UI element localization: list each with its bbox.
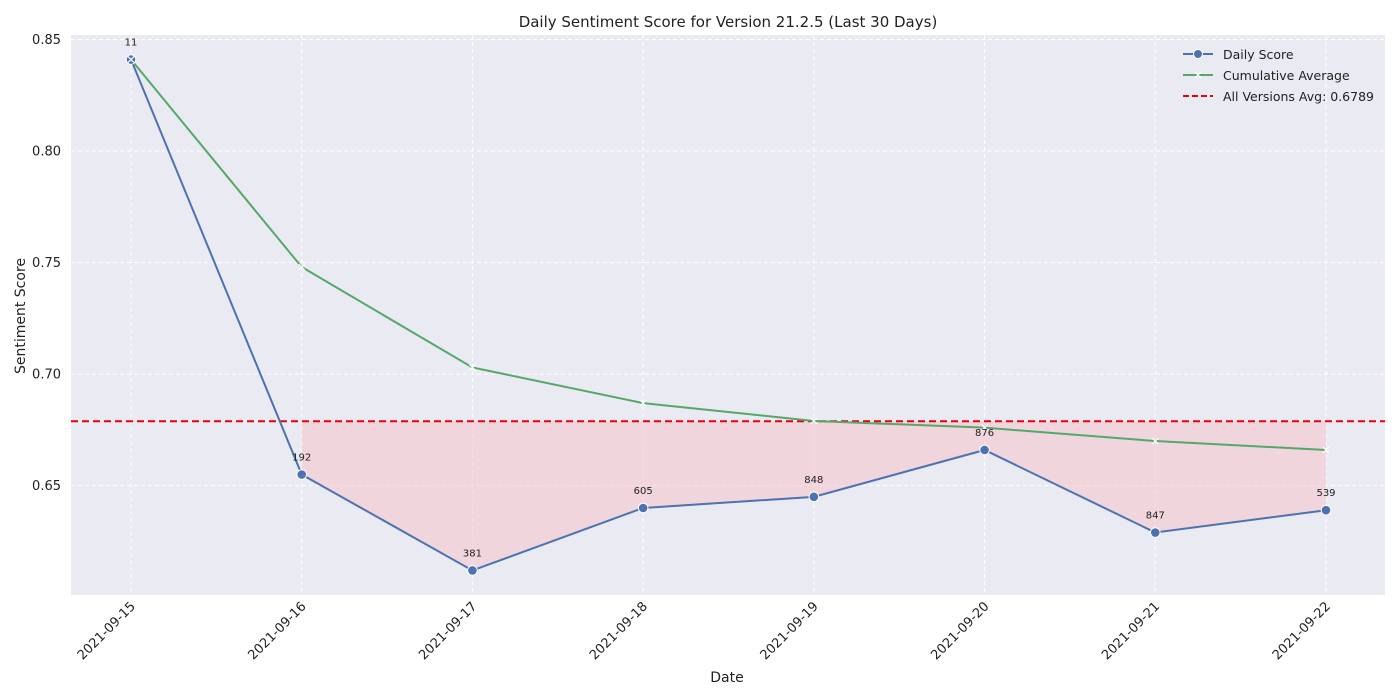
x-tick-label: 2021-09-22 bbox=[1270, 599, 1334, 663]
y-tick-label: 0.80 bbox=[32, 145, 61, 160]
cumulative-average-point bbox=[469, 364, 476, 371]
cumulative-average-point bbox=[981, 424, 988, 432]
legend-item-daily-score: Daily Score bbox=[1183, 47, 1294, 62]
y-tick-label: 0.75 bbox=[32, 256, 61, 271]
daily-score-line bbox=[130, 59, 1327, 572]
y-tick-label: 0.85 bbox=[32, 33, 61, 48]
y-tick-label: 0.65 bbox=[32, 479, 61, 494]
daily-score-point bbox=[1149, 527, 1161, 538]
cumulative-average-point bbox=[127, 56, 135, 63]
x-tick-label: 2021-09-19 bbox=[758, 599, 822, 663]
x-tick-label: 2021-09-21 bbox=[1099, 599, 1163, 663]
daily-score-data-label: 848 bbox=[804, 475, 823, 486]
daily-score-point bbox=[296, 469, 308, 480]
daily-score-markers bbox=[125, 54, 1332, 576]
cumulative-average-point bbox=[1322, 446, 1330, 454]
daily-score-point bbox=[1320, 504, 1332, 516]
daily-score-point bbox=[637, 502, 649, 514]
cumulative-average-point bbox=[1151, 437, 1159, 445]
daily-score-data-label: 539 bbox=[1316, 488, 1335, 499]
daily-score-data-label: 192 bbox=[292, 453, 311, 464]
cumulative-average-point bbox=[810, 417, 818, 425]
daily-score-data-label: 381 bbox=[463, 548, 482, 559]
data-labels: 11 192 381 605 848 876 847 539 bbox=[125, 38, 1336, 560]
x-gridlines bbox=[130, 35, 1327, 595]
legend-item-all-versions-average: All Versions Avg: 0.6789 bbox=[1183, 89, 1374, 104]
x-tick-label: 2021-09-18 bbox=[587, 599, 651, 663]
chart-title: Daily Sentiment Score for Version 21.2.5… bbox=[519, 13, 938, 31]
cumulative-average-point bbox=[639, 399, 647, 407]
y-tick-labels: 0.65 0.70 0.75 0.80 0.85 bbox=[32, 33, 61, 494]
daily-score-data-label: 847 bbox=[1146, 511, 1165, 522]
daily-score-data-label: 605 bbox=[634, 486, 653, 497]
x-tick-label: 2021-09-20 bbox=[928, 599, 992, 663]
legend-label-daily-score: Daily Score bbox=[1223, 47, 1294, 62]
x-tick-label: 2021-09-15 bbox=[75, 599, 139, 663]
legend-item-cumulative-average: Cumulative Average bbox=[1183, 68, 1350, 83]
y-axis-label: Sentiment Score bbox=[13, 258, 29, 374]
daily-score-point bbox=[979, 444, 990, 456]
legend-label-cumulative-average: Cumulative Average bbox=[1223, 68, 1350, 83]
legend: Daily Score Cumulative Average All Versi… bbox=[1183, 47, 1374, 104]
legend-label-all-versions-average: All Versions Avg: 0.6789 bbox=[1223, 89, 1374, 104]
daily-score-point bbox=[467, 565, 478, 576]
y-tick-label: 0.70 bbox=[32, 368, 61, 383]
cumulative-average-point bbox=[298, 263, 306, 271]
x-axis-label: Date bbox=[710, 670, 743, 686]
x-tick-labels: 2021-09-15 2021-09-16 2021-09-17 2021-09-18… bbox=[75, 599, 1334, 663]
daily-score-data-label: 876 bbox=[975, 428, 994, 439]
daily-score-data-label: 11 bbox=[125, 38, 138, 49]
cumulative-average-line bbox=[130, 58, 1327, 451]
daily-score-point bbox=[808, 491, 820, 503]
x-tick-label: 2021-09-17 bbox=[416, 599, 480, 663]
x-tick-label: 2021-09-16 bbox=[246, 599, 310, 663]
